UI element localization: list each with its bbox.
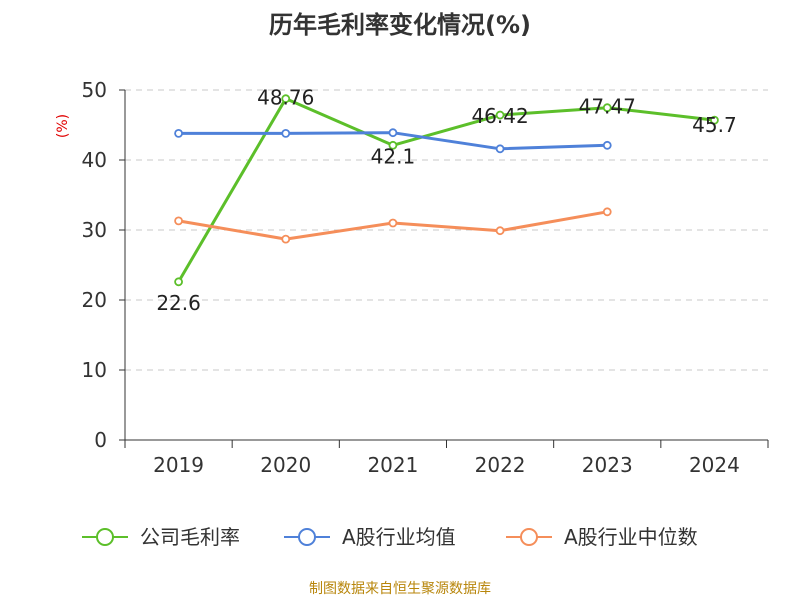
data-point [602, 103, 612, 113]
data-point [602, 140, 612, 150]
x-tick-label: 2023 [582, 453, 633, 477]
legend-marker [520, 528, 538, 546]
x-tick-label: 2020 [260, 453, 311, 477]
data-label: 42.1 [371, 144, 416, 168]
data-point [495, 144, 505, 154]
source-note: 制图数据来自恒生聚源数据库 [309, 581, 491, 597]
data-label: 48.76 [257, 86, 314, 110]
series-line-1 [177, 97, 715, 283]
data-point [388, 140, 398, 150]
legend-label: 公司毛利率 [140, 525, 240, 549]
data-point [495, 226, 505, 236]
chart-title: 历年毛利率变化情况(%) [269, 11, 531, 39]
y-tick-label: 40 [82, 148, 107, 172]
y-axis-unit-label: (%) [55, 114, 71, 138]
x-tick-label: 2021 [367, 453, 418, 477]
legend-item-3[interactable]: A股行业中位数 [506, 525, 698, 549]
legend-marker [298, 528, 316, 546]
legend-item-2[interactable]: A股行业均值 [284, 525, 456, 549]
legend-label: A股行业中位数 [564, 525, 698, 549]
data-point [174, 128, 183, 138]
data-label: 47.47 [579, 95, 636, 119]
data-label: 46.42 [471, 104, 528, 128]
data-point [602, 207, 612, 217]
data-point [281, 128, 291, 138]
data-label: 45.7 [692, 113, 737, 137]
x-tick-label: 2024 [689, 453, 740, 477]
data-point [710, 115, 719, 125]
data-point [495, 110, 505, 120]
legend-label: A股行业均值 [342, 525, 456, 549]
data-label: 22.6 [156, 291, 201, 315]
data-point [281, 234, 291, 244]
legend-marker [96, 528, 114, 546]
x-tick-label: 2019 [153, 453, 204, 477]
y-tick-label: 10 [82, 358, 107, 382]
data-point [174, 216, 183, 226]
data-point [281, 94, 291, 104]
data-point [388, 218, 398, 228]
y-tick-label: 0 [94, 428, 107, 452]
y-tick-label: 50 [82, 78, 107, 102]
y-tick-label: 30 [82, 218, 107, 242]
legend-item-1[interactable]: 公司毛利率 [82, 525, 240, 549]
x-tick-label: 2022 [475, 453, 526, 477]
data-point [388, 128, 398, 138]
data-point [174, 277, 183, 287]
y-tick-label: 20 [82, 288, 107, 312]
